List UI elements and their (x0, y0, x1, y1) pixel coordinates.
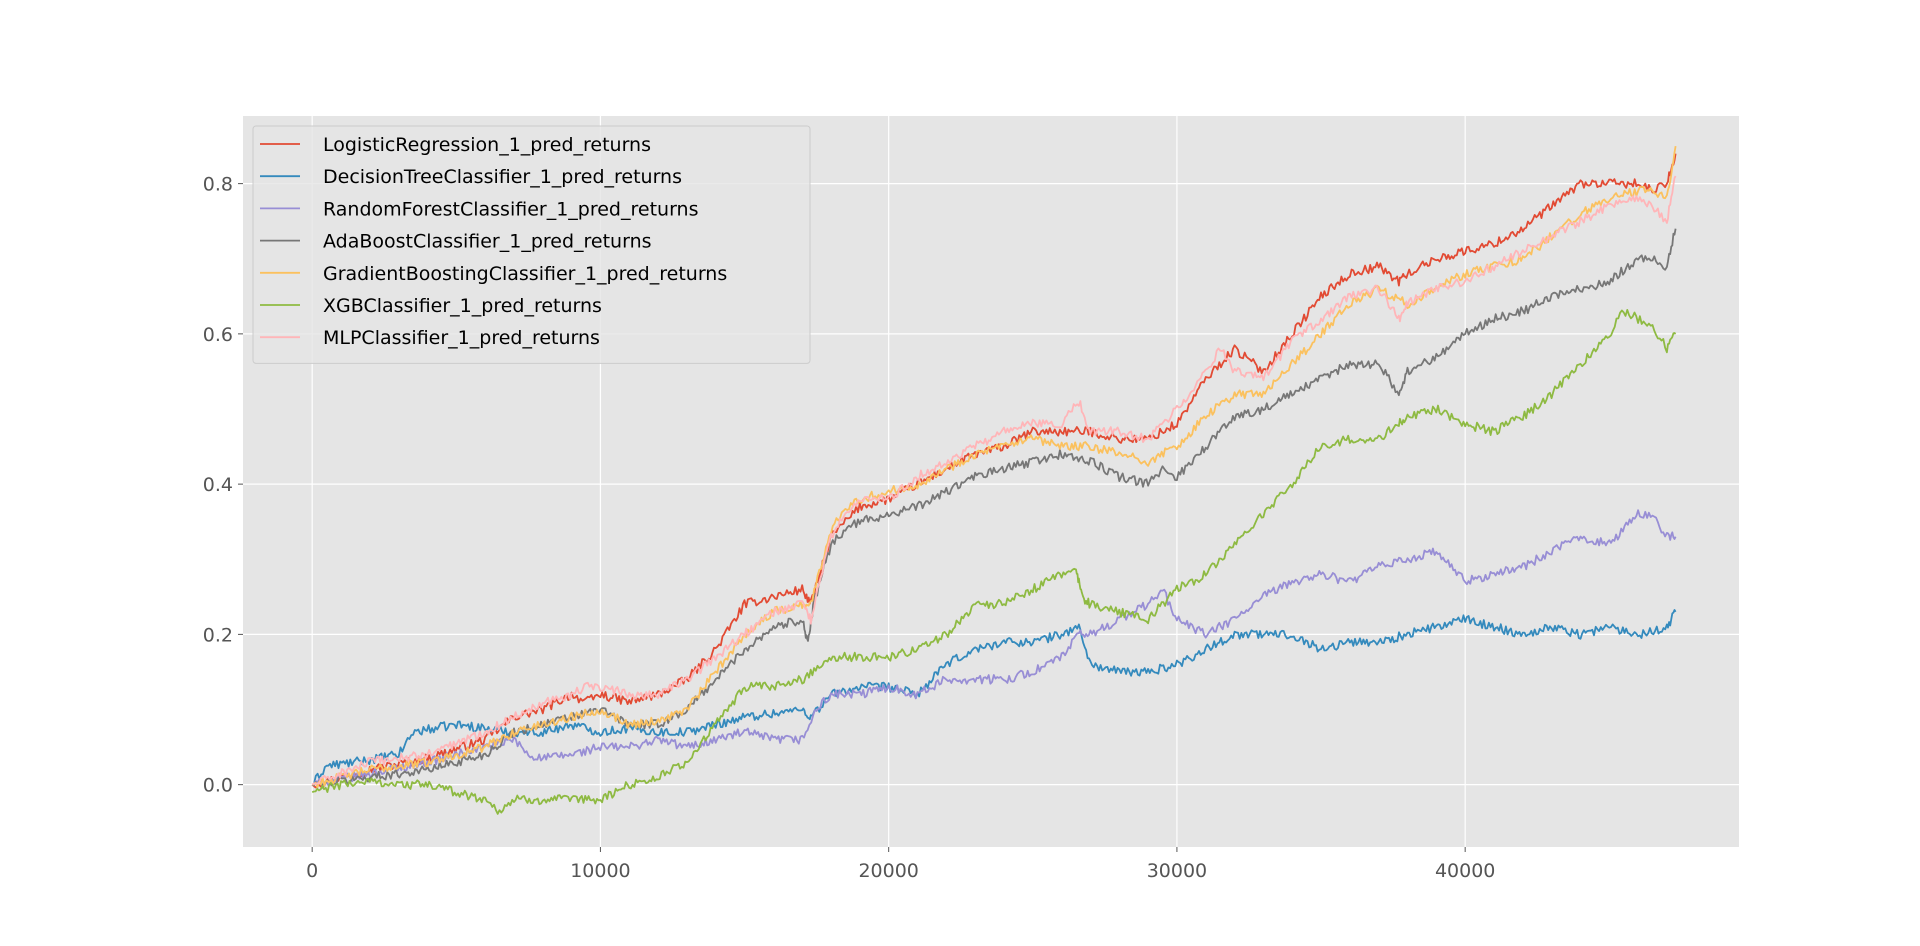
y-axis-ticks: 0.0 0.2 0.4 0.6 0.8 (203, 174, 243, 797)
series-line (311, 228, 1677, 789)
legend-entry: XGBClassifier_1_pred_returns (323, 295, 602, 317)
y-tick-label: 0.4 (203, 474, 233, 496)
series-line (311, 175, 1677, 786)
x-axis-ticks: 0 10000 20000 30000 40000 (306, 847, 1495, 882)
legend-entry: DecisionTreeClassifier_1_pred_returns (323, 166, 682, 188)
legend-entry: MLPClassifier_1_pred_returns (323, 327, 600, 349)
x-tick-label: 10000 (570, 860, 630, 882)
legend: LogisticRegression_1_pred_returns Decisio… (252, 125, 811, 364)
legend-box (252, 125, 811, 364)
series-lines (311, 145, 1677, 815)
legend-entry: LogisticRegression_1_pred_returns (323, 134, 651, 156)
y-tick-label: 0.8 (203, 174, 233, 196)
legend-entry: RandomForestClassifier_1_pred_returns (323, 198, 699, 220)
series-line (311, 609, 1677, 786)
y-tick-label: 0.0 (203, 775, 233, 797)
series-line (312, 145, 1677, 789)
x-tick-label: 30000 (1147, 860, 1207, 882)
y-tick-label: 0.2 (203, 624, 233, 646)
x-tick-label: 0 (306, 860, 318, 882)
legend-entry: GradientBoostingClassifier_1_pred_return… (323, 263, 727, 285)
x-tick-label: 20000 (858, 860, 918, 882)
y-tick-label: 0.6 (203, 324, 233, 346)
legend-entry: AdaBoostClassifier_1_pred_returns (323, 231, 652, 253)
series-line (311, 509, 1677, 788)
x-tick-label: 40000 (1435, 860, 1495, 882)
series-line (311, 309, 1677, 815)
